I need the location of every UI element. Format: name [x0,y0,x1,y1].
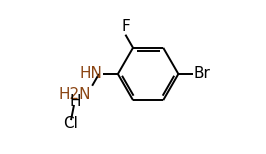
Text: H: H [69,94,81,109]
Text: HN: HN [79,67,102,81]
Text: F: F [121,19,130,34]
Text: Cl: Cl [63,116,78,131]
Text: H2N: H2N [59,87,92,101]
Text: Br: Br [194,67,211,81]
